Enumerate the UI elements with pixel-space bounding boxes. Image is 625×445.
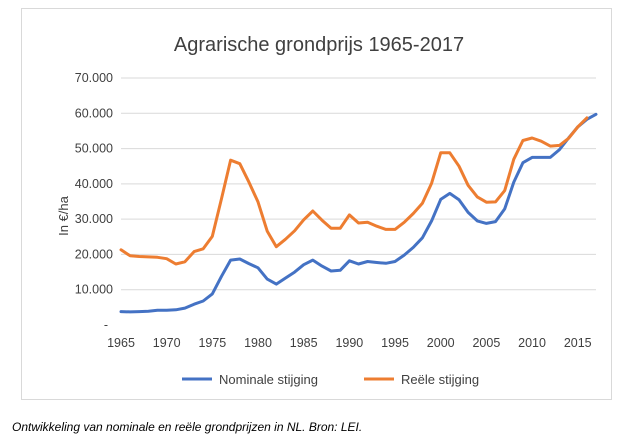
x-tick-label: 2015 [564,336,592,350]
y-axis-title: In €/ha [56,195,71,236]
x-tick-label: 2005 [472,336,500,350]
series-layer [119,112,598,314]
y-tick-label: 40.000 [75,177,113,191]
series-line-reele [119,116,589,266]
y-tick-label: - [104,318,108,332]
x-tick-label: 1995 [381,336,409,350]
y-tick-label: 70.000 [75,71,113,85]
x-tick-label: 2000 [427,336,455,350]
legend-label-reele: Reële stijging [401,372,479,387]
y-tick-labels: - 10.000 20.000 30.000 40.000 50.000 60.000 70.… [75,71,113,332]
x-tick-label: 1975 [198,336,226,350]
figure-caption: Ontwikkeling van nominale en reële grond… [12,420,363,434]
x-tick-labels: 1965 1970 1975 1980 1985 1990 1995 2000 2005 2010… [107,336,592,350]
x-tick-label: 1965 [107,336,135,350]
legend: Nominale stijging Reële stijging [182,372,479,387]
grid-layer [121,77,596,291]
y-tick-label: 50.000 [75,142,113,156]
x-tick-label: 1985 [290,336,318,350]
chart-svg: Agrarische grondprijs 1965-2017 In €/ha … [56,34,598,387]
y-tick-label: 20.000 [75,247,113,261]
x-tick-label: 2010 [518,336,546,350]
y-tick-label: 30.000 [75,212,113,226]
series-line-nominale [119,112,598,314]
x-tick-label: 1990 [335,336,363,350]
x-tick-label: 1970 [153,336,181,350]
chart-frame: Agrarische grondprijs 1965-2017 In €/ha … [21,8,612,400]
chart-title: Agrarische grondprijs 1965-2017 [174,34,464,56]
y-tick-label: 10.000 [75,283,113,297]
legend-label-nominale: Nominale stijging [219,372,318,387]
y-tick-label: 60.000 [75,106,113,120]
x-tick-label: 1980 [244,336,272,350]
